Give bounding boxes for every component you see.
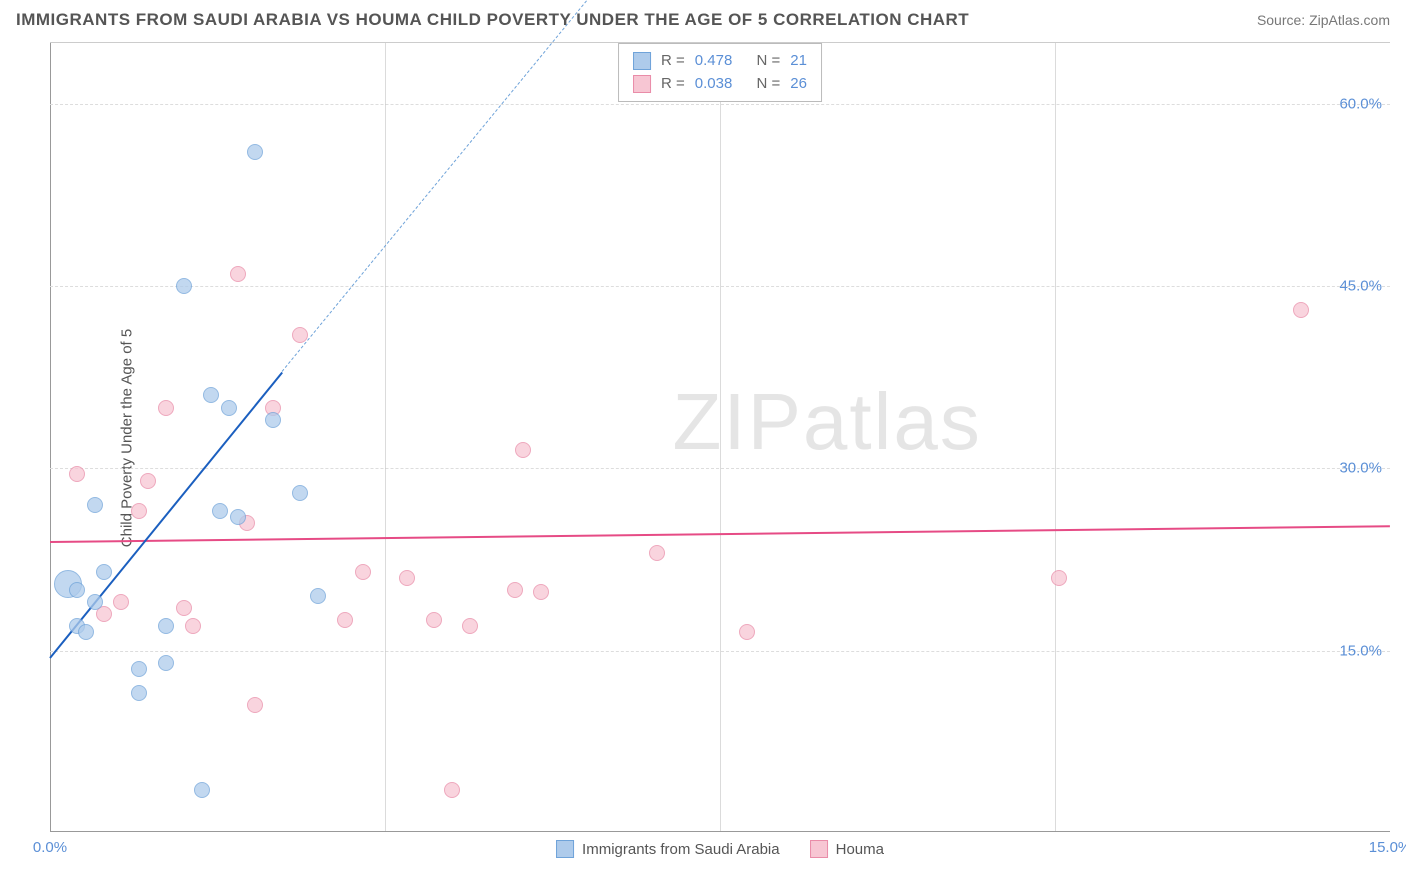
data-point-b bbox=[1051, 570, 1067, 586]
data-point-b bbox=[462, 618, 478, 634]
chart-title: IMMIGRANTS FROM SAUDI ARABIA VS HOUMA CH… bbox=[16, 10, 969, 30]
source-label: Source: ZipAtlas.com bbox=[1257, 12, 1390, 28]
data-point-a bbox=[158, 655, 174, 671]
plot-area: 15.0%30.0%45.0%60.0%0.0%15.0% bbox=[50, 43, 1390, 832]
data-point-b bbox=[292, 327, 308, 343]
data-point-b bbox=[1293, 302, 1309, 318]
data-point-b bbox=[533, 584, 549, 600]
r-value-b: 0.038 bbox=[695, 73, 733, 96]
chart-area: Child Poverty Under the Age of 5 ZIPatla… bbox=[50, 42, 1390, 832]
x-tick-label: 0.0% bbox=[33, 839, 67, 856]
trendline-extension bbox=[282, 0, 622, 372]
r-label: R = bbox=[661, 73, 685, 96]
data-point-b bbox=[739, 624, 755, 640]
data-point-b bbox=[426, 612, 442, 628]
legend-item-b: Houma bbox=[810, 840, 884, 858]
data-point-b bbox=[176, 600, 192, 616]
n-value-a: 21 bbox=[790, 50, 807, 73]
data-point-a bbox=[212, 503, 228, 519]
series-legend: Immigrants from Saudi Arabia Houma bbox=[556, 840, 884, 858]
data-point-b bbox=[649, 545, 665, 561]
data-point-b bbox=[515, 442, 531, 458]
x-tick-label: 15.0% bbox=[1369, 839, 1406, 856]
data-point-b bbox=[140, 473, 156, 489]
y-tick-label: 45.0% bbox=[1339, 278, 1382, 295]
r-label: R = bbox=[661, 50, 685, 73]
data-point-a bbox=[131, 685, 147, 701]
data-point-a bbox=[78, 624, 94, 640]
legend-label-a: Immigrants from Saudi Arabia bbox=[582, 841, 780, 858]
swatch-a-icon bbox=[556, 840, 574, 858]
swatch-b-icon bbox=[810, 840, 828, 858]
data-point-a bbox=[221, 400, 237, 416]
data-point-b bbox=[158, 400, 174, 416]
stats-row-a: R = 0.478 N = 21 bbox=[633, 50, 807, 73]
legend-item-a: Immigrants from Saudi Arabia bbox=[556, 840, 780, 858]
data-point-a bbox=[230, 509, 246, 525]
data-point-b bbox=[185, 618, 201, 634]
data-point-b bbox=[131, 503, 147, 519]
data-point-a bbox=[131, 661, 147, 677]
stats-legend: R = 0.478 N = 21 R = 0.038 N = 26 bbox=[618, 43, 822, 102]
data-point-a bbox=[265, 412, 281, 428]
gridline-v bbox=[1055, 43, 1056, 832]
data-point-a bbox=[158, 618, 174, 634]
stats-row-b: R = 0.038 N = 26 bbox=[633, 73, 807, 96]
data-point-b bbox=[247, 697, 263, 713]
data-point-b bbox=[507, 582, 523, 598]
data-point-a bbox=[87, 594, 103, 610]
data-point-b bbox=[355, 564, 371, 580]
data-point-a bbox=[194, 782, 210, 798]
gridline-v bbox=[385, 43, 386, 832]
y-tick-label: 60.0% bbox=[1339, 95, 1382, 112]
y-tick-label: 30.0% bbox=[1339, 460, 1382, 477]
n-label: N = bbox=[757, 73, 781, 96]
data-point-b bbox=[444, 782, 460, 798]
swatch-series-a bbox=[633, 52, 651, 70]
data-point-a bbox=[87, 497, 103, 513]
gridline-v bbox=[720, 43, 721, 832]
data-point-a bbox=[96, 564, 112, 580]
data-point-b bbox=[337, 612, 353, 628]
data-point-a bbox=[176, 278, 192, 294]
data-point-a bbox=[203, 387, 219, 403]
data-point-b bbox=[230, 266, 246, 282]
swatch-series-b bbox=[633, 75, 651, 93]
legend-label-b: Houma bbox=[836, 841, 884, 858]
n-label: N = bbox=[757, 50, 781, 73]
data-point-b bbox=[113, 594, 129, 610]
data-point-a bbox=[310, 588, 326, 604]
y-tick-label: 15.0% bbox=[1339, 642, 1382, 659]
data-point-b bbox=[69, 466, 85, 482]
data-point-a bbox=[69, 582, 85, 598]
data-point-a bbox=[247, 144, 263, 160]
n-value-b: 26 bbox=[790, 73, 807, 96]
data-point-a bbox=[292, 485, 308, 501]
data-point-b bbox=[399, 570, 415, 586]
r-value-a: 0.478 bbox=[695, 50, 733, 73]
